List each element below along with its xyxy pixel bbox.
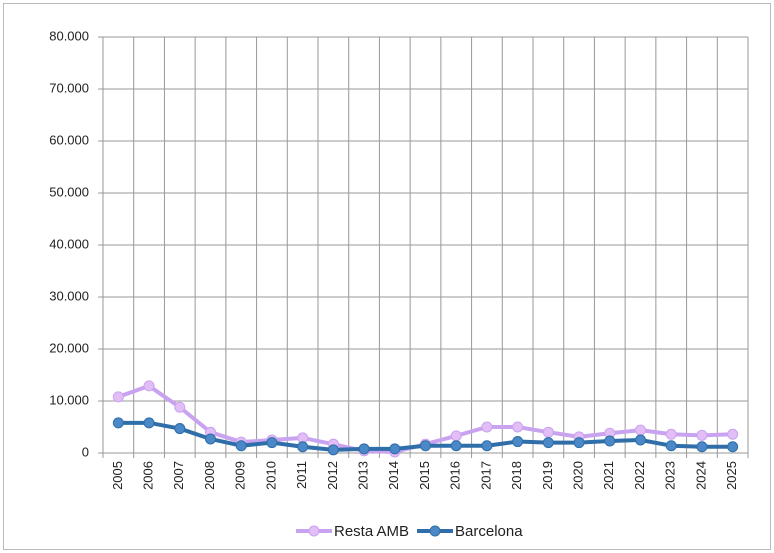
marker (696, 441, 708, 453)
marker (696, 429, 708, 441)
marker (174, 401, 186, 413)
y-tick-label: 80.000 (49, 28, 89, 43)
y-tick-label: 20.000 (49, 340, 89, 355)
x-tick-label: 2015 (417, 461, 432, 490)
x-tick-label: 2010 (263, 461, 278, 490)
marker (266, 437, 278, 449)
marker (235, 440, 247, 452)
marker (604, 435, 616, 447)
marker (542, 426, 554, 438)
marker (327, 444, 339, 456)
x-tick-label: 2005 (110, 461, 125, 490)
marker (665, 428, 677, 440)
x-tick-label: 2019 (540, 461, 555, 490)
marker (512, 421, 524, 433)
x-tick-label: 2021 (601, 461, 616, 490)
y-tick-label: 0 (82, 444, 89, 459)
marker (205, 433, 216, 445)
marker (727, 428, 739, 440)
marker (512, 436, 524, 448)
marker (665, 440, 677, 452)
x-tick-label: 2022 (632, 461, 647, 490)
x-tick-label: 2018 (509, 461, 524, 490)
x-tick-label: 2023 (663, 461, 678, 490)
marker (635, 434, 646, 446)
marker (420, 440, 431, 452)
legend-marker (429, 525, 441, 537)
y-tick-label: 30.000 (49, 288, 89, 303)
x-tick-label: 2024 (693, 461, 708, 490)
x-tick-label: 2008 (202, 461, 217, 490)
marker (143, 417, 155, 429)
marker (112, 391, 124, 403)
y-tick-label: 10.000 (49, 392, 89, 407)
marker (481, 440, 493, 452)
x-tick-label: 2016 (448, 461, 463, 490)
marker (573, 437, 585, 449)
chart-border (3, 3, 771, 550)
x-tick-label: 2006 (141, 461, 156, 490)
x-tick-label: 2025 (724, 461, 739, 490)
marker (542, 437, 554, 449)
x-tick-label: 2017 (478, 461, 493, 490)
x-tick-label: 2014 (386, 461, 401, 490)
marker (635, 424, 646, 436)
marker (297, 441, 309, 453)
x-tick-label: 2013 (356, 461, 371, 490)
marker (174, 423, 186, 435)
y-tick-label: 40.000 (49, 236, 89, 251)
marker (358, 443, 370, 455)
marker (727, 441, 739, 453)
marker (389, 443, 401, 455)
marker (450, 430, 462, 442)
marker (450, 440, 462, 452)
y-tick-label: 50.000 (49, 184, 89, 199)
y-tick-label: 60.000 (49, 132, 89, 147)
x-tick-label: 2007 (171, 461, 186, 490)
legend-marker (308, 525, 320, 537)
marker (481, 421, 493, 433)
x-tick-label: 2012 (325, 461, 340, 490)
marker (143, 380, 155, 392)
legend-label: Resta AMB (334, 523, 409, 540)
marker (112, 417, 124, 429)
legend-label: Barcelona (455, 523, 523, 540)
x-tick-label: 2011 (294, 461, 309, 489)
x-tick-label: 2009 (233, 461, 248, 490)
x-tick-label: 2020 (571, 461, 586, 490)
y-tick-label: 70.000 (49, 80, 89, 95)
